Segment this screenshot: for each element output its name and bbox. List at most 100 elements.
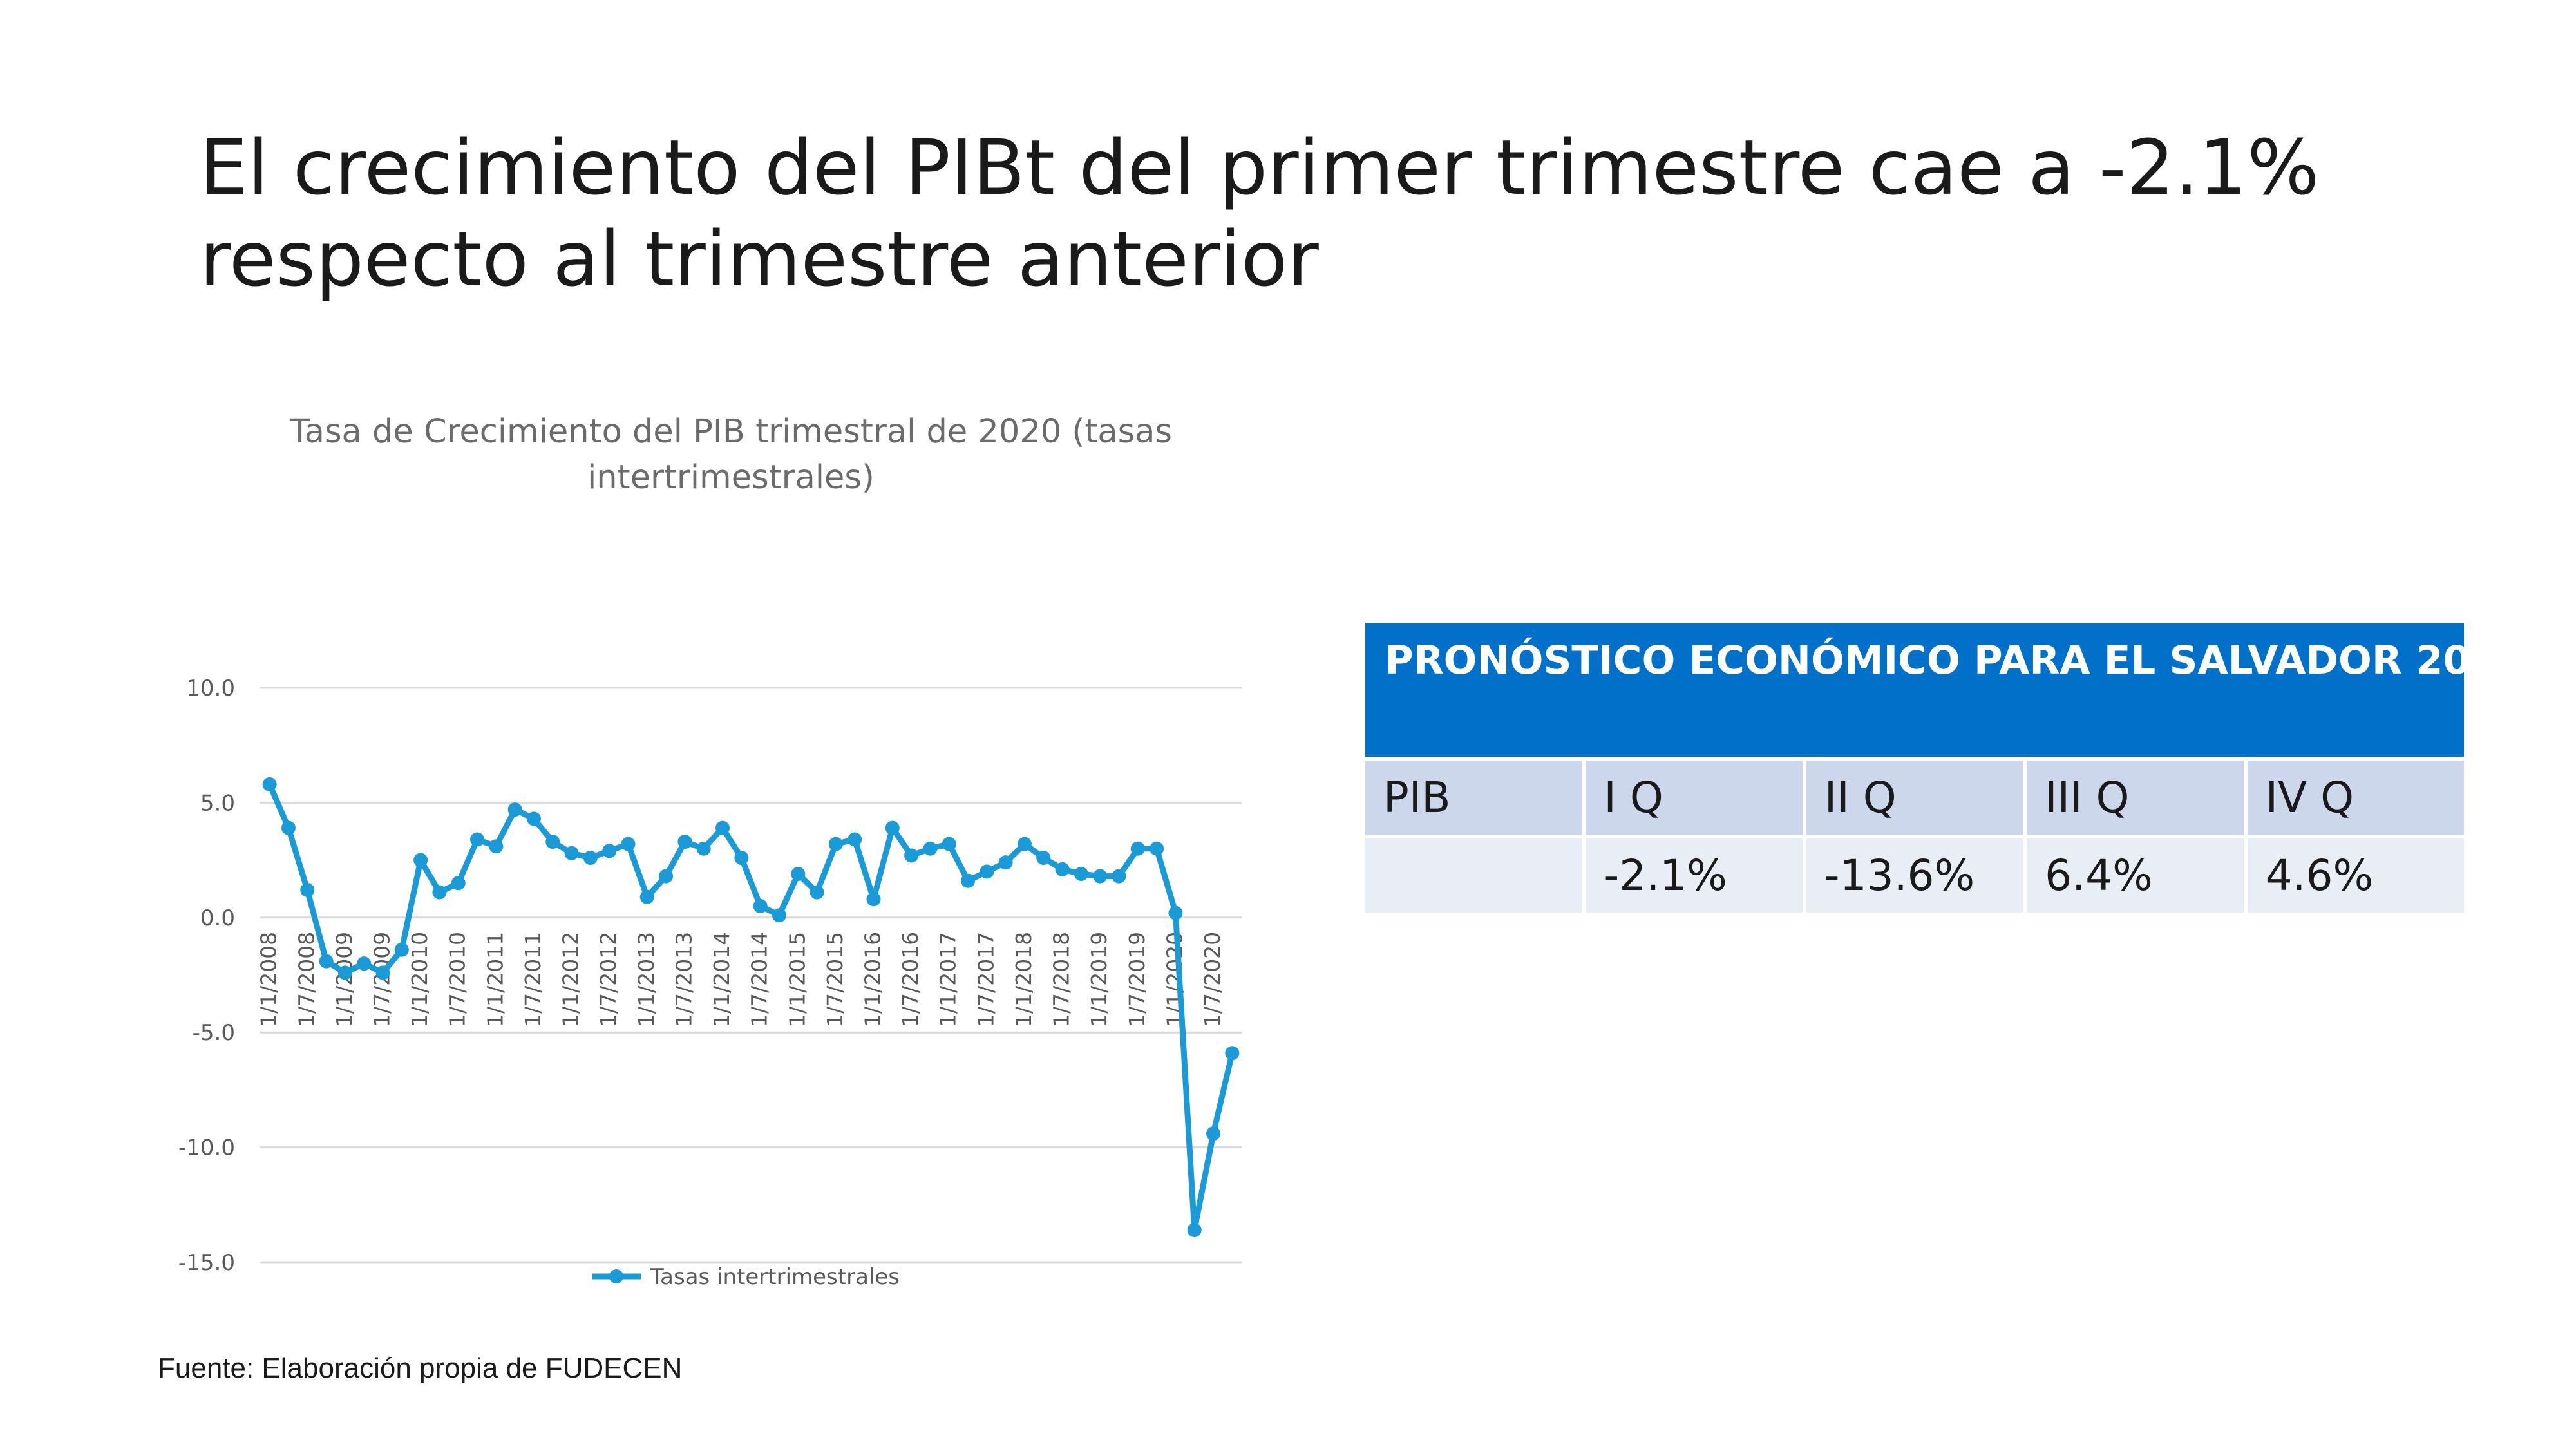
y-tick-label: 0.0 — [200, 905, 235, 931]
source-note: Fuente: Elaboración propia de FUDECEN — [158, 1352, 683, 1384]
data-point — [451, 876, 466, 891]
slide-title: El crecimiento del PIBt del primer trime… — [200, 122, 2454, 305]
data-point — [961, 873, 976, 888]
data-point — [1168, 905, 1183, 920]
x-tick-label: 1/7/2015 — [822, 932, 848, 1027]
data-point — [1055, 862, 1070, 876]
data-point — [1036, 851, 1051, 866]
legend-marker — [609, 1269, 623, 1283]
x-tick-label: 1/7/2020 — [1200, 932, 1225, 1027]
forecast-val-q2: -13.6% — [1806, 838, 2023, 913]
data-point — [1206, 1126, 1221, 1141]
y-tick-label: 10.0 — [186, 676, 235, 701]
x-tick-label: 1/1/2018 — [1011, 932, 1036, 1027]
data-point — [394, 942, 409, 957]
data-point — [696, 841, 711, 856]
forecast-col-q2: II Q — [1806, 761, 2023, 835]
x-tick-label: 1/7/2019 — [1124, 932, 1150, 1027]
x-tick-label: 1/7/2011 — [520, 932, 545, 1027]
data-point — [885, 820, 900, 835]
x-tick-label: 1/1/2014 — [709, 932, 734, 1027]
x-tick-label: 1/7/2012 — [596, 932, 621, 1027]
data-point — [262, 777, 277, 791]
forecast-col-q1: I Q — [1586, 761, 1803, 835]
data-point — [942, 837, 956, 851]
y-tick-label: -15.0 — [178, 1250, 235, 1276]
data-point — [923, 841, 938, 856]
data-point — [357, 956, 372, 971]
data-point — [848, 832, 862, 847]
forecast-val-q1: -2.1% — [1586, 838, 1803, 913]
data-point — [545, 835, 560, 849]
data-point — [734, 851, 749, 866]
data-point — [904, 848, 919, 863]
slide-title-line-2: respecto al trimestre anterior — [200, 214, 1319, 303]
forecast-col-pib: PIB — [1365, 761, 1582, 835]
data-point — [432, 885, 447, 900]
data-point — [337, 965, 352, 980]
data-point — [621, 837, 636, 851]
data-point — [526, 811, 541, 826]
y-tick-label: 5.0 — [200, 790, 235, 816]
x-tick-label: 1/1/2013 — [634, 932, 659, 1027]
forecast-val-q4: 4.6% — [2247, 838, 2464, 913]
data-point — [281, 820, 296, 835]
data-point — [1093, 869, 1108, 884]
chart-title-line-2: intertrimestrales) — [587, 459, 875, 497]
data-point — [564, 846, 579, 860]
data-point — [659, 869, 674, 884]
data-point — [998, 855, 1013, 870]
data-point — [715, 820, 730, 835]
x-tick-label: 1/1/2012 — [558, 932, 583, 1027]
legend-label: Tasas intertrimestrales — [650, 1264, 900, 1290]
x-tick-label: 1/7/2017 — [973, 932, 998, 1027]
data-point — [583, 851, 598, 866]
data-point — [828, 837, 843, 851]
data-point — [489, 839, 504, 854]
forecast-grid: PIB I Q II Q III Q IV Q -2.1% -13.6% 6.4… — [1361, 757, 2468, 916]
x-tick-label: 1/1/2016 — [860, 932, 886, 1027]
chart-title-line-1: Tasa de Crecimiento del PIB trimestral d… — [290, 413, 1172, 451]
x-tick-label: 1/1/2008 — [256, 932, 281, 1027]
data-point — [507, 802, 522, 817]
x-tick-label: 1/1/2019 — [1086, 932, 1112, 1027]
data-point — [1017, 837, 1032, 851]
data-point — [639, 889, 654, 904]
data-point — [772, 908, 786, 923]
y-tick-label: -10.0 — [178, 1135, 235, 1161]
x-tick-label: 1/1/2015 — [784, 932, 810, 1027]
data-point — [1225, 1046, 1240, 1061]
data-point — [470, 832, 485, 847]
forecast-values-row: -2.1% -13.6% 6.4% 4.6% — [1365, 838, 2464, 913]
x-tick-label: 1/1/2017 — [936, 932, 961, 1027]
x-tick-label: 1/7/2013 — [671, 932, 696, 1027]
forecast-header: PRONÓSTICO ECONÓMICO PARA EL SALVADOR 20… — [1365, 623, 2525, 757]
forecast-header-row: PIB I Q II Q III Q IV Q — [1365, 761, 2464, 835]
x-tick-label: 1/1/2011 — [482, 932, 507, 1027]
slide-title-line-1: El crecimiento del PIBt del primer trime… — [200, 123, 2320, 212]
forecast-val-pib — [1365, 838, 1582, 913]
data-point — [1187, 1223, 1202, 1238]
data-point — [1150, 841, 1164, 856]
x-tick-label: 1/7/2008 — [294, 932, 319, 1027]
data-point — [1130, 841, 1145, 856]
x-tick-label: 1/7/2016 — [898, 932, 923, 1027]
y-tick-label: -5.0 — [193, 1020, 235, 1046]
forecast-val-q3: 6.4% — [2027, 838, 2244, 913]
chart-title: Tasa de Crecimiento del PIB trimestral d… — [264, 409, 1198, 501]
x-tick-label: 1/7/2014 — [747, 932, 772, 1027]
series-line — [267, 781, 1235, 1233]
data-point — [300, 882, 315, 897]
data-point — [866, 892, 881, 907]
data-point — [1074, 867, 1088, 882]
x-tick-label: 1/7/2010 — [445, 932, 470, 1027]
data-point — [810, 885, 824, 900]
x-tick-label: 1/1/2010 — [407, 932, 432, 1027]
forecast-table: PRONÓSTICO ECONÓMICO PARA EL SALVADOR 20… — [1365, 623, 2525, 916]
forecast-col-q4: IV Q — [2247, 761, 2464, 835]
forecast-col-q3: III Q — [2027, 761, 2244, 835]
data-point — [1112, 869, 1126, 884]
data-point — [677, 835, 692, 849]
data-point — [375, 965, 390, 980]
data-point — [980, 864, 994, 879]
